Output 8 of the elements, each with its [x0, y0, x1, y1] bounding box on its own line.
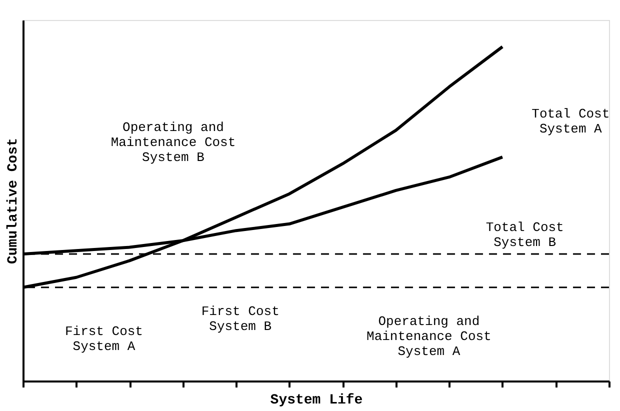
annotation: Total Cost System A — [532, 106, 610, 137]
annotation: Operating and Maintenance Cost System A — [366, 314, 492, 359]
x-axis-title: System Life — [270, 392, 363, 408]
annotation: First Cost System A — [64, 324, 143, 354]
annotation: Total Cost System B — [486, 220, 564, 250]
annotation: First Cost System B — [201, 304, 280, 334]
y-axis-title: Cumulative Cost — [6, 138, 22, 264]
annotation: Operating and Maintenance Cost System B — [110, 120, 236, 165]
